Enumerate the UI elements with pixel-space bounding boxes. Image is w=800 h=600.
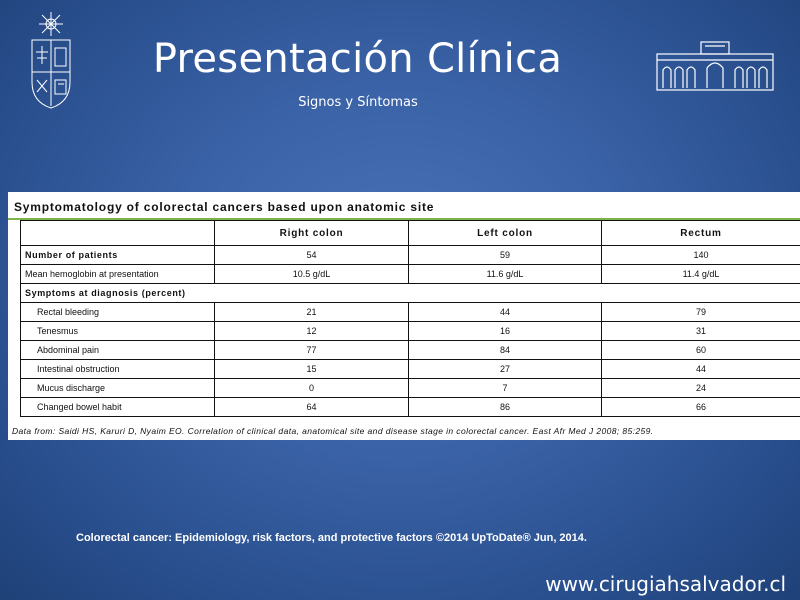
row-label: Mean hemoglobin at presentation (20, 264, 215, 284)
table-cell: 12 (214, 321, 409, 341)
section-label: Symptoms at diagnosis (percent) (20, 283, 800, 303)
slide-title: Presentación Clínica (152, 36, 563, 82)
row-label: Rectal bleeding (20, 302, 215, 322)
table-cell: 24 (601, 378, 800, 398)
table-row: Abdominal pain 77 84 60 (20, 340, 800, 360)
table-row: Intestinal obstruction 15 27 44 (20, 359, 800, 379)
header-cell (20, 220, 215, 246)
table-cell: 7 (408, 378, 602, 398)
table-cell: 84 (408, 340, 602, 360)
table-cell: 64 (214, 397, 409, 417)
table-cell: 10.5 g/dL (214, 264, 409, 284)
table-row: Rectal bleeding 21 44 79 (20, 302, 800, 322)
table-cell: 66 (601, 397, 800, 417)
table-row: Number of patients 54 59 140 (20, 245, 800, 265)
slide-subtitle: Signos y Síntomas (298, 95, 418, 110)
table-cell: 86 (408, 397, 602, 417)
row-label: Changed bowel habit (20, 397, 215, 417)
table-cell: 31 (601, 321, 800, 341)
table-cell: 11.4 g/dL (601, 264, 800, 284)
table-cell: 44 (601, 359, 800, 379)
table-title: Symptomatology of colorectal cancers bas… (14, 200, 435, 214)
title-divider (8, 218, 800, 220)
row-label: Intestinal obstruction (20, 359, 215, 379)
table-cell: 59 (408, 245, 602, 265)
building-facade-icon (656, 41, 774, 91)
table-cell: 77 (214, 340, 409, 360)
row-label: Mucus discharge (20, 378, 215, 398)
university-crest-icon (31, 12, 71, 109)
section-row: Symptoms at diagnosis (percent) (20, 283, 800, 303)
row-label: Tenesmus (20, 321, 215, 341)
symptom-table: Right colon Left colon Rectum Number of … (20, 220, 800, 417)
data-source-note: Data from: Saidi HS, Karuri D, Nyaim EO.… (12, 426, 654, 436)
table-cell: 79 (601, 302, 800, 322)
row-label: Number of patients (20, 245, 215, 265)
table-row: Changed bowel habit 64 86 66 (20, 397, 800, 417)
table-cell: 16 (408, 321, 602, 341)
table-cell: 60 (601, 340, 800, 360)
table-cell: 11.6 g/dL (408, 264, 602, 284)
citation-text: Colorectal cancer: Epidemiology, risk fa… (76, 532, 587, 544)
header-cell: Right colon (214, 220, 409, 246)
table-cell: 44 (408, 302, 602, 322)
table-row: Tenesmus 12 16 31 (20, 321, 800, 341)
table-cell: 54 (214, 245, 409, 265)
header-cell: Rectum (601, 220, 800, 246)
table-cell: 0 (214, 378, 409, 398)
row-label: Abdominal pain (20, 340, 215, 360)
table-cell: 21 (214, 302, 409, 322)
table-row: Mucus discharge 0 7 24 (20, 378, 800, 398)
table-row: Mean hemoglobin at presentation 10.5 g/d… (20, 264, 800, 284)
symptom-table-panel: Symptomatology of colorectal cancers bas… (8, 192, 800, 440)
table-cell: 140 (601, 245, 800, 265)
table-header-row: Right colon Left colon Rectum (20, 220, 800, 246)
table-cell: 27 (408, 359, 602, 379)
table-cell: 15 (214, 359, 409, 379)
website-url: www.cirugiahsalvador.cl (545, 572, 786, 596)
header-cell: Left colon (408, 220, 602, 246)
